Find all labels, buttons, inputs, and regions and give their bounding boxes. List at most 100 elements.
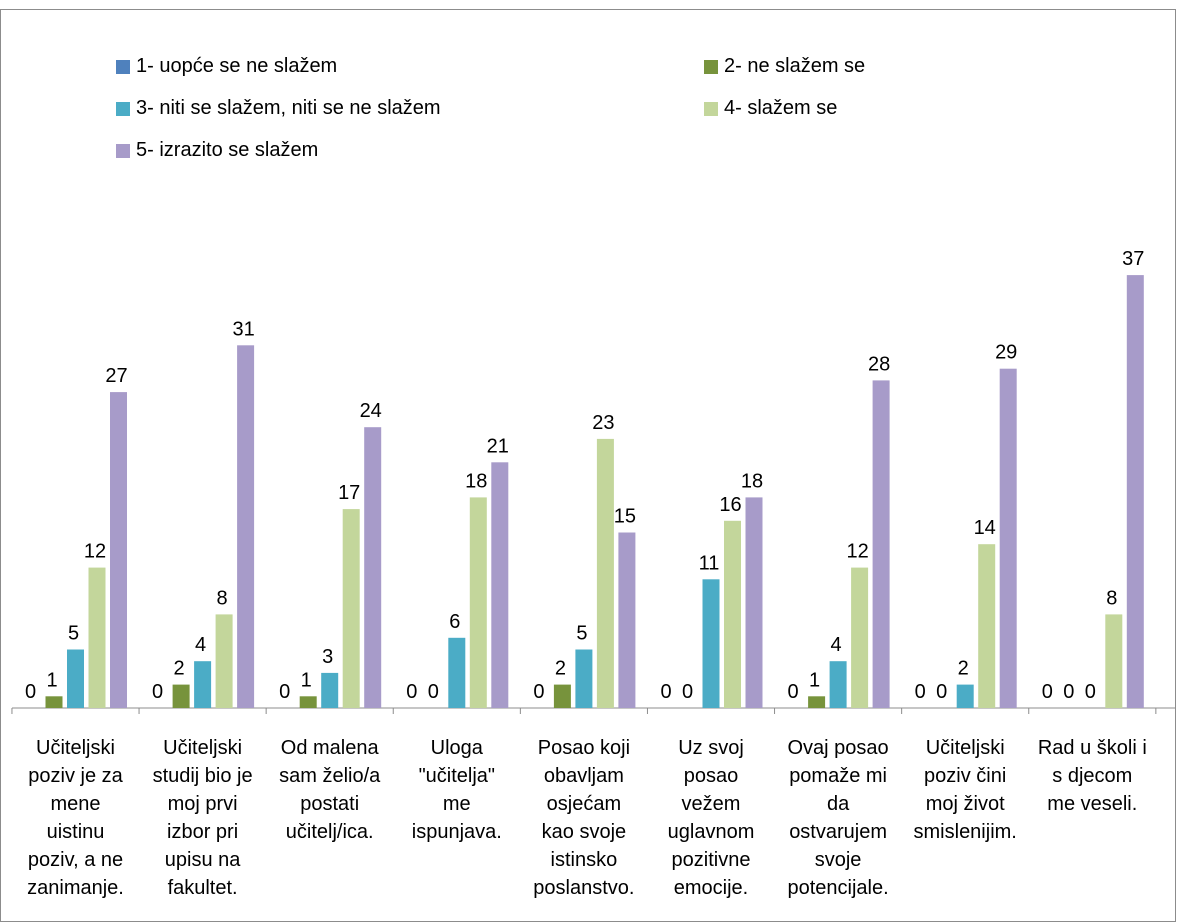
data-label-series4-cat6: 16 [719, 494, 741, 516]
category-label-line: da [826, 793, 850, 815]
bar-series3-cat4 [448, 637, 466, 708]
category-label-line: Posao koji [537, 737, 631, 759]
category-label-line: učitelj/ica. [285, 821, 374, 843]
bar-series2-cat7 [808, 696, 826, 708]
category-label-line: Uloga [430, 737, 483, 759]
bar-series4-cat2 [215, 614, 233, 708]
bar-series4-cat4 [469, 497, 487, 708]
data-label-series3-cat1: 5 [68, 623, 79, 645]
bar-series5-cat6 [745, 497, 763, 708]
data-label-series5-cat6: 18 [741, 470, 763, 492]
category-label-line: moj prvi [167, 793, 238, 815]
data-label-series3-cat8: 2 [958, 658, 969, 680]
data-label-series2-cat7: 1 [809, 669, 820, 691]
category-label-2: Učiteljski studij bio je moj prvi izbor pri… [139, 734, 266, 902]
data-label-series2-cat1: 1 [46, 669, 57, 691]
bar-series4-cat9 [1105, 614, 1123, 708]
bar-series5-cat4 [491, 462, 509, 708]
category-label-line: pomaže mi [789, 765, 887, 787]
data-label-series4-cat3: 17 [338, 482, 360, 504]
data-label-series2-cat4: 0 [428, 681, 439, 703]
legend-item-3: 3- niti se slažem, niti se ne slažem [116, 97, 441, 120]
data-label-series5-cat7: 28 [868, 353, 890, 375]
category-label-line: me [442, 793, 471, 815]
bar-series5-cat9 [1126, 275, 1144, 708]
category-label-line: osjećam [546, 793, 622, 815]
category-label-6: Uz svoj posao vežem uglavnom pozitivne emocij… [648, 734, 775, 902]
bar-series4-cat6 [724, 520, 741, 708]
bar-series5-cat5 [618, 532, 636, 708]
data-label-series4-cat7: 12 [846, 541, 868, 563]
legend-label-3: 3- niti se slažem, niti se ne slažem [136, 97, 441, 119]
bar-series3-cat6 [702, 579, 720, 708]
legend-label-4: 4- slažem se [724, 97, 838, 119]
bar-series5-cat3 [364, 427, 382, 708]
data-label-series2-cat8: 0 [936, 681, 947, 703]
legend-label-1: 1- uopće se ne slažem [136, 55, 338, 77]
bar-series4-cat1 [88, 567, 106, 708]
category-label-5: Posao koji obavljam osjećam kao svoje istins… [520, 734, 647, 902]
category-label-line: s djecom [1052, 765, 1133, 787]
data-label-series4-cat9: 8 [1106, 587, 1117, 609]
bar-series4-cat3 [342, 509, 360, 708]
category-label-line: potencijale. [787, 877, 889, 899]
category-label-line: fakultet. [167, 877, 238, 899]
data-label-series2-cat9: 0 [1063, 681, 1074, 703]
data-label-series1-cat3: 0 [279, 681, 290, 703]
data-label-series4-cat2: 8 [217, 587, 228, 609]
data-label-series5-cat3: 24 [360, 400, 382, 422]
category-label-line: poziv čini [924, 765, 1007, 787]
data-label-series1-cat4: 0 [406, 681, 417, 703]
data-label-series2-cat5: 2 [555, 658, 566, 680]
category-label-line: Ovaj posao [787, 737, 889, 759]
legend-item-5: 5- izrazito se slažem [116, 139, 318, 162]
bar-series4-cat5 [596, 438, 614, 708]
data-label-series1-cat7: 0 [788, 681, 799, 703]
bar-series3-cat7 [829, 661, 847, 708]
data-label-series1-cat8: 0 [915, 681, 926, 703]
legend-item-1: 1- uopće se ne slažem [116, 55, 337, 78]
data-label-series3-cat9: 0 [1085, 681, 1096, 703]
data-label-series5-cat1: 27 [105, 365, 127, 387]
category-label-line: upisu na [164, 849, 241, 871]
legend-item-4: 4- slažem se [704, 97, 837, 120]
category-label-line: Učiteljski [925, 737, 1005, 759]
category-label-line: mene [50, 793, 101, 815]
category-label-line: posao [683, 765, 739, 787]
chart-frame [0, 9, 1176, 922]
category-label-line: uistinu [46, 821, 105, 843]
category-label-8: Učiteljski poziv čini moj život smislenijim… [902, 734, 1029, 846]
data-label-series3-cat2: 4 [195, 634, 206, 656]
legend-swatch-3 [116, 101, 130, 116]
legend-item-2: 2- ne slažem se [704, 55, 865, 78]
data-label-series5-cat4: 21 [487, 435, 509, 457]
bar-series2-cat3 [299, 696, 317, 708]
bar-series5-cat1 [110, 392, 127, 708]
data-label-series1-cat6: 0 [660, 681, 671, 703]
bar-series2-cat1 [45, 696, 63, 708]
category-label-3: Od malena sam želio/a postati učitelj/ica. [266, 734, 393, 846]
category-label-line: postati [300, 793, 360, 815]
legend-swatch-4 [704, 101, 718, 116]
category-label-line: "učitelja" [418, 765, 496, 787]
data-label-series5-cat8: 29 [995, 342, 1017, 364]
category-label-line: me veseli. [1047, 793, 1138, 815]
category-label-line: poziv, a ne [27, 849, 124, 871]
category-label-line: studij bio je [152, 765, 253, 787]
category-label-line: Od malena [280, 737, 379, 759]
legend-swatch-1 [116, 59, 130, 74]
data-label-series2-cat3: 1 [301, 669, 312, 691]
bar-series2-cat5 [553, 684, 571, 708]
category-label-line: moj život [925, 793, 1005, 815]
category-label-line: uglavnom [667, 821, 755, 843]
bar-series3-cat5 [575, 649, 593, 708]
bar-series3-cat2 [194, 661, 212, 708]
category-label-line: pozitivne [671, 849, 751, 871]
category-label-line: ispunjava. [411, 821, 502, 843]
bar-series5-cat8 [999, 368, 1017, 708]
bar-series4-cat7 [851, 567, 869, 708]
data-label-series1-cat9: 0 [1042, 681, 1053, 703]
category-label-7: Ovaj posao pomaže mi da ostvarujem svoje pote… [775, 734, 902, 902]
legend-label-5: 5- izrazito se slažem [136, 139, 319, 161]
category-label-line: sam želio/a [279, 765, 381, 787]
